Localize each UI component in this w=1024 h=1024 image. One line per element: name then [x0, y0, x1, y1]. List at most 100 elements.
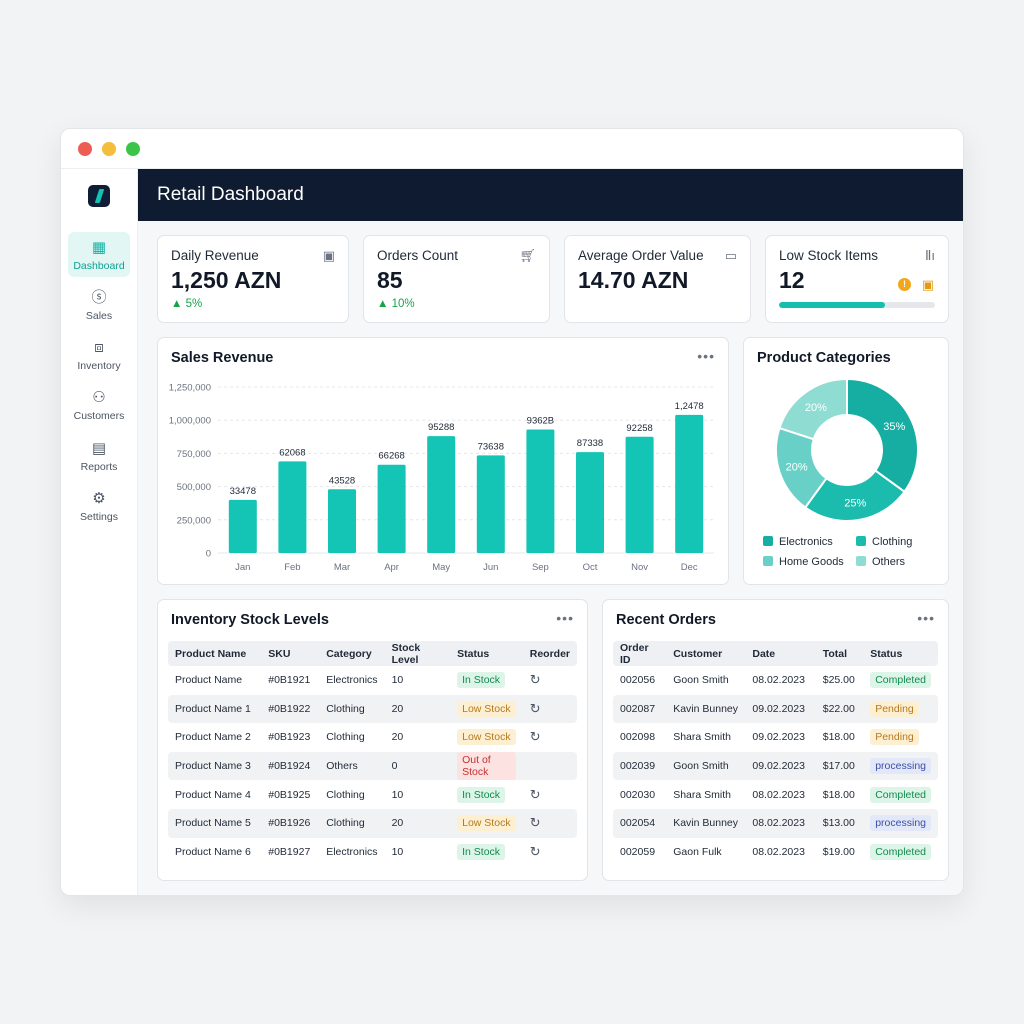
- status-badge: processing: [870, 758, 931, 775]
- column-header[interactable]: Order ID: [613, 641, 667, 666]
- product-categories-card: Product Categories 35% 25% 20% 20% Electron…: [743, 337, 949, 585]
- table-row[interactable]: 002030 Shara Smith 08.02.2023 $18.00 Complet…: [613, 780, 938, 809]
- order-id-cell: 002054: [613, 808, 667, 838]
- table-row[interactable]: Product Name #0B1921 Electronics 10 In Stock…: [168, 666, 577, 695]
- app-window: ▦ Dashboard ⓢ Sales ⧈ Inventory ⚇ Custom…: [60, 128, 964, 896]
- category-cell: Others: [319, 751, 385, 781]
- table-row[interactable]: 002087 Kavin Bunney 09.02.2023 $22.00 Pendin…: [613, 694, 938, 724]
- x-tick-label: Jan: [235, 562, 250, 573]
- table-row[interactable]: Product Name 2 #0B1923 Clothing 20 Low Stock…: [168, 723, 577, 752]
- reorder-cell: ↻: [523, 780, 577, 809]
- status-cell: Pending: [863, 723, 938, 752]
- sidebar-item-inventory[interactable]: ⧈ Inventory: [68, 332, 130, 377]
- category-cell: Clothing: [319, 808, 385, 838]
- date-cell: 09.02.2023: [745, 694, 816, 724]
- kpi-delta: ▲ 10%: [377, 298, 415, 310]
- table-row[interactable]: 002054 Kavin Bunney 08.02.2023 $13.00 proces…: [613, 808, 938, 838]
- dashboard-icon: ▦: [91, 239, 107, 256]
- wallet-icon: ▭: [724, 248, 737, 263]
- column-header[interactable]: Reorder: [522, 641, 577, 666]
- column-header[interactable]: Status: [450, 641, 523, 666]
- table-row[interactable]: Product Name 4 #0B1925 Clothing 10 In Stock ↻: [168, 780, 577, 809]
- table-row[interactable]: 002059 Gaon Fulk 08.02.2023 $19.00 Completed: [613, 838, 938, 867]
- sidebar-item-sales[interactable]: ⓢ Sales: [68, 282, 130, 327]
- legend-item-clothing: Clothing: [856, 536, 912, 548]
- column-header[interactable]: SKU: [261, 641, 320, 666]
- more-options-icon[interactable]: •••: [556, 610, 574, 626]
- kpi-value: 12: [779, 267, 805, 293]
- bar-chart-icon: Ⅱı: [924, 248, 935, 263]
- reorder-icon[interactable]: ↻: [529, 786, 541, 802]
- reorder-cell: ↻: [523, 723, 577, 752]
- recent-orders-title: Recent Orders: [616, 612, 716, 628]
- sidebar-item-settings[interactable]: ⚙ Settings: [68, 483, 130, 528]
- column-header[interactable]: Date: [745, 641, 816, 666]
- sidebar-item-reports[interactable]: ▤ Reports: [68, 433, 130, 478]
- status-cell: In Stock: [450, 666, 523, 695]
- bar-data-label: 87338: [577, 438, 603, 449]
- more-options-icon[interactable]: •••: [697, 348, 715, 364]
- legend-label: Clothing: [872, 536, 913, 548]
- sidebar-item-customers[interactable]: ⚇ Customers: [68, 382, 130, 427]
- status-cell: Completed: [863, 666, 938, 695]
- status-cell: Low Stock: [450, 808, 523, 838]
- category-cell: Clothing: [326, 788, 365, 801]
- bar: [476, 455, 505, 553]
- table-row[interactable]: 002039 Goon Smith 09.02.2023 $17.00 processi…: [613, 751, 938, 781]
- kpi-card-orders-count: Orders Count 🛒︎ 85 ▲ 10%: [363, 235, 550, 323]
- status-cell: processing: [863, 808, 938, 838]
- sku-cell: #0B1927: [268, 845, 311, 858]
- sidebar-item-dashboard[interactable]: ▦ Dashboard: [68, 232, 130, 277]
- bar: [278, 461, 307, 553]
- order-id-cell: 002039: [613, 751, 667, 781]
- recent-orders-card: Recent Orders ••• Order ID Customer Date…: [602, 599, 949, 881]
- sidebar-item-label: Sales: [85, 310, 113, 322]
- dollar-icon: ⓢ: [91, 289, 107, 306]
- y-tick-label: 1,000,000: [169, 416, 211, 427]
- product-name-cell: Product Name: [175, 674, 243, 687]
- minimize-window-button[interactable]: [102, 142, 116, 156]
- column-header[interactable]: Product Name: [168, 641, 262, 666]
- reorder-icon[interactable]: ↻: [529, 700, 541, 716]
- more-options-icon[interactable]: •••: [917, 610, 935, 626]
- column-header[interactable]: Category: [319, 641, 385, 666]
- status-cell: Completed: [863, 780, 938, 809]
- reorder-icon[interactable]: ↻: [529, 672, 541, 688]
- close-window-button[interactable]: [78, 142, 92, 156]
- maximize-window-button[interactable]: [126, 142, 140, 156]
- customer-cell: Shara Smith: [673, 731, 731, 744]
- donut-slice-label: 25%: [844, 497, 866, 509]
- table-row[interactable]: Product Name 6 #0B1927 Electronics 10 In Sto…: [168, 838, 577, 867]
- table-row[interactable]: 002098 Shara Smith 09.02.2023 $18.00 Pending: [613, 723, 938, 752]
- header-bar: Retail Dashboard: [138, 169, 963, 221]
- kpi-value: 1,250 AZN: [171, 267, 282, 293]
- column-header[interactable]: Customer: [666, 641, 746, 666]
- status-badge: Pending: [870, 700, 919, 717]
- table-row[interactable]: Product Name 1 #0B1922 Clothing 20 Low Stock…: [168, 694, 577, 724]
- reorder-cell: [522, 751, 577, 781]
- stock-level-cell: 20: [384, 694, 451, 724]
- sales-revenue-bar-chart: 0 250,000 500,000 750,000 1,000,000 1,250,000…: [169, 383, 714, 573]
- table-row[interactable]: 002056 Goon Smith 08.02.2023 $25.00 Complete…: [613, 666, 938, 695]
- bar-data-label: 73638: [478, 441, 504, 452]
- bar-data-label: 62068: [279, 447, 305, 458]
- inventory-title: Inventory Stock Levels: [171, 612, 329, 628]
- column-header[interactable]: Stock Level: [384, 641, 451, 666]
- cart-icon: 🛒︎: [519, 248, 536, 263]
- status-badge: Completed: [870, 672, 931, 689]
- reorder-icon[interactable]: ↻: [529, 729, 541, 745]
- kpi-value: 85: [377, 267, 403, 293]
- reorder-cell: ↻: [522, 808, 577, 838]
- column-header[interactable]: Status: [863, 641, 938, 666]
- column-header[interactable]: Total: [815, 641, 864, 666]
- reorder-cell: ↻: [523, 838, 577, 867]
- table-row[interactable]: Product Name 3 #0B1924 Others 0 Out of Stock: [168, 751, 577, 781]
- bar: [427, 436, 456, 553]
- y-tick-label: 0: [206, 549, 211, 560]
- reorder-icon[interactable]: ↻: [529, 843, 541, 859]
- status-badge: In Stock: [457, 786, 506, 803]
- stock-level-cell: 20: [391, 731, 404, 744]
- table-row[interactable]: Product Name 5 #0B1926 Clothing 20 Low Stock…: [168, 808, 577, 838]
- bar-data-label: 95288: [428, 422, 454, 433]
- reorder-icon[interactable]: ↻: [529, 815, 541, 831]
